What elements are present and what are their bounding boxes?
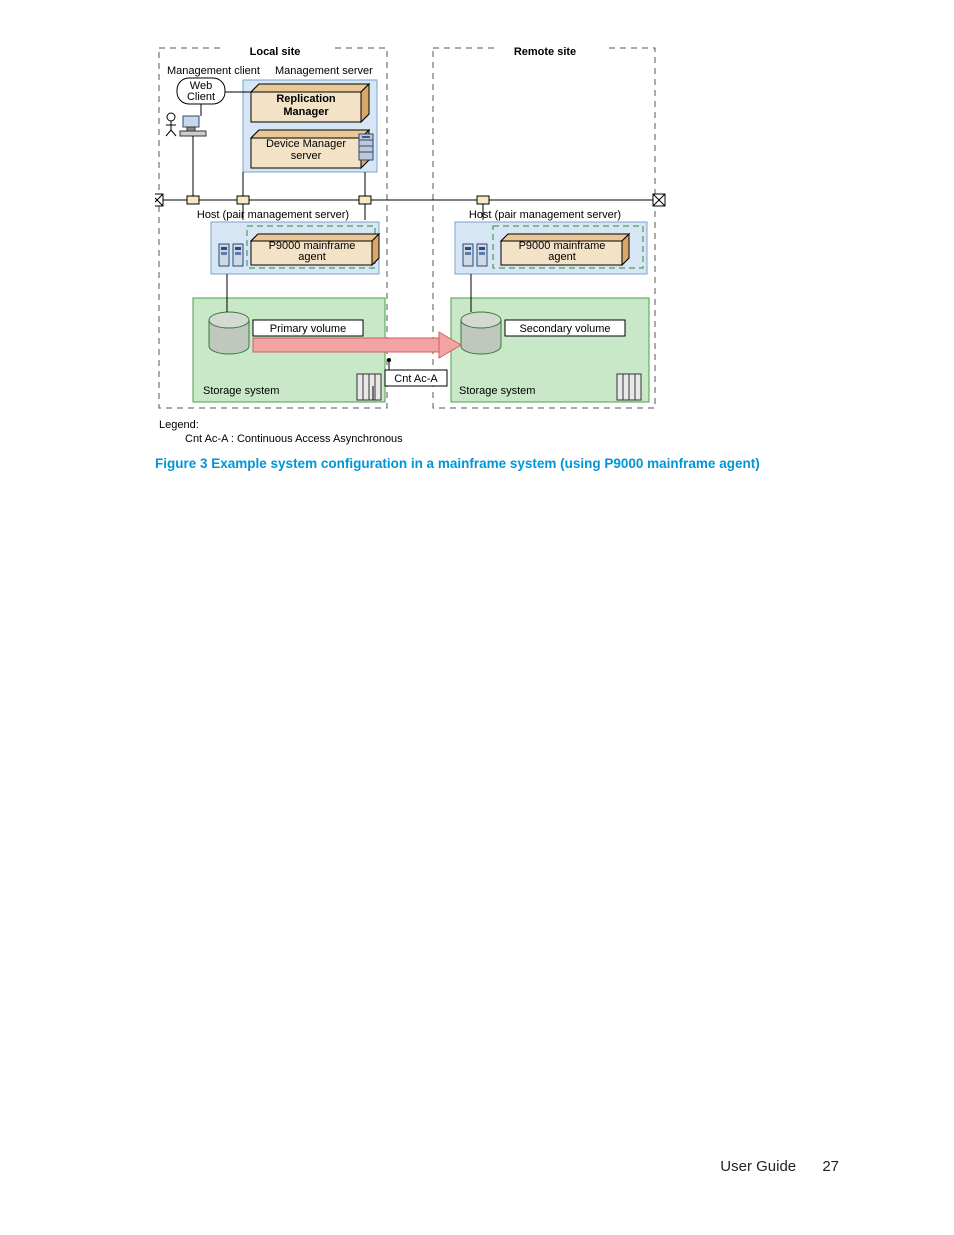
svg-text:Replication: Replication: [276, 93, 336, 105]
remote-array-icon: [617, 374, 641, 400]
system-diagram: Local site Remote site Management client…: [155, 40, 695, 450]
svg-text:Manager: Manager: [283, 106, 329, 118]
remote-storage-label: Storage system: [459, 385, 535, 397]
bus-endcap-right: [653, 194, 665, 206]
link-label: Cnt Ac-A: [394, 373, 438, 385]
figure-caption: Figure 3 Example system configuration in…: [155, 456, 760, 471]
secondary-volume-cylinder: [461, 312, 501, 354]
remote-tower-icon: [463, 244, 473, 266]
mgmt-server-label: Management server: [275, 65, 373, 77]
page: Local site Remote site Management client…: [0, 0, 954, 1235]
primary-volume-label: Primary volume: [270, 323, 346, 335]
secondary-volume-label: Secondary volume: [519, 323, 610, 335]
local-host-label: Host (pair management server): [197, 209, 349, 221]
page-footer: User Guide 27: [720, 1158, 839, 1175]
svg-text:Client: Client: [187, 91, 215, 103]
svg-text:Device Manager: Device Manager: [266, 138, 346, 150]
remote-host-label: Host (pair management server): [469, 209, 621, 221]
local-tower-icon: [219, 244, 229, 266]
primary-volume-cylinder: [209, 312, 249, 354]
remote-site-title: Remote site: [514, 46, 576, 58]
legend-line: Cnt Ac-A : Continuous Access Asynchronou…: [185, 433, 403, 445]
rack-icon: [359, 134, 373, 160]
diagram-container: Local site Remote site Management client…: [155, 40, 695, 455]
mgmt-client-label: Management client: [167, 65, 260, 77]
svg-text:agent: agent: [298, 251, 326, 263]
legend-title: Legend:: [159, 419, 199, 431]
svg-text:server: server: [291, 150, 322, 162]
workstation-icon: [180, 116, 206, 136]
bus-endcap-left: [155, 194, 163, 206]
local-site-title: Local site: [250, 46, 301, 58]
user-icon: [166, 113, 176, 136]
footer-page: 27: [822, 1158, 839, 1175]
local-array-icon: [357, 374, 381, 400]
svg-text:agent: agent: [548, 251, 576, 263]
footer-doc: User Guide: [720, 1158, 796, 1175]
local-storage-label: Storage system: [203, 385, 279, 397]
